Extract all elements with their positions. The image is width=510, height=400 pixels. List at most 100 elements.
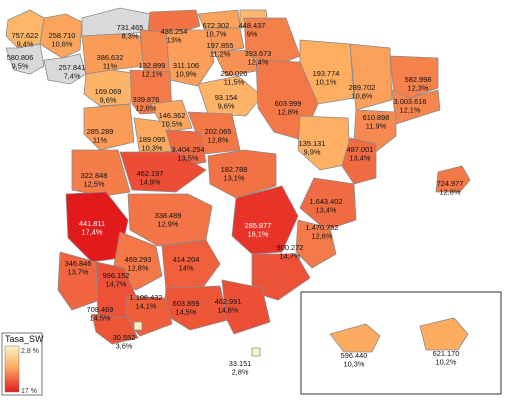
province-rate-label: 14% [179, 264, 194, 273]
province-value-label: 169.069 [95, 87, 122, 96]
province-rate-label: 14,7% [280, 252, 301, 261]
province-rate-label: 12,8% [440, 188, 461, 197]
province-value-label: 189.095 [139, 135, 166, 144]
province-rate-label: 11,9% [366, 122, 387, 131]
province-rate-label: 12,8% [278, 108, 299, 117]
province-rate-label: 14,7% [106, 280, 127, 289]
legend-max-label: 17 % [21, 388, 37, 395]
province-rate-label: 3,6% [116, 342, 133, 351]
province-las-palmas [329, 323, 381, 353]
province-rate-label: 10,2% [436, 358, 457, 367]
province-value-label: 448.437 [239, 21, 266, 30]
province-rate-label: 12,9% [158, 220, 179, 229]
province-rate-label: 11% [103, 62, 118, 71]
province-soria [197, 75, 263, 117]
province-huelva [57, 251, 101, 311]
province-rate-label: 7,4% [64, 72, 81, 81]
province-rate-label: 12,8% [208, 136, 229, 145]
province-rate-label: 11% [93, 136, 108, 145]
province-rate-label: 8,3% [122, 32, 139, 41]
province-value-label: 285.289 [87, 127, 114, 136]
province-toledo [119, 151, 207, 193]
legend-color-ramp [4, 345, 20, 393]
province-melilla [251, 347, 261, 357]
province-rate-label: 12,6% [312, 232, 333, 241]
province-rate-label: 13,5% [178, 154, 199, 163]
province-pontevedra [5, 43, 45, 75]
province-value-label: 386.632 [97, 53, 124, 62]
legend: Tasa_SW 2,8 % 17 % [1, 332, 44, 396]
province-rate-label: 12,1% [400, 106, 421, 115]
province-rate-label: 14,8% [218, 306, 239, 315]
province-rate-label: 14,5% [176, 308, 197, 317]
province-shapes [5, 7, 471, 357]
province-rate-label: 12,1% [142, 70, 163, 79]
province-value-label: 462.991 [215, 297, 242, 306]
province-rate-label: 16,1% [248, 230, 269, 239]
province-value-label: 708.469 [87, 305, 114, 314]
province-value-label: 1.643.402 [310, 197, 343, 206]
province-value-label: 93.154 [215, 93, 238, 102]
province-value-label: 146.362 [159, 111, 186, 120]
province-value-label: 289.702 [349, 83, 376, 92]
province-value-label: 582.998 [405, 75, 432, 84]
province-value-label: 414.204 [173, 255, 200, 264]
province-rate-label: 12,3% [408, 84, 429, 93]
province-rate-label: 13,1% [224, 174, 245, 183]
province-value-label: 724.977 [437, 179, 464, 188]
province-rate-label: 2,8% [232, 368, 249, 377]
province-value-label: 132.899 [139, 61, 166, 70]
province-value-label: 487.001 [347, 145, 374, 154]
province-value-label: 3.404.254 [172, 145, 205, 154]
province-rate-label: 9,6% [100, 96, 117, 105]
province-value-label: 996.152 [103, 271, 130, 280]
canary-islands-inset-frame [300, 291, 502, 395]
province-rate-label: 13% [167, 36, 182, 45]
province-value-label: 33.151 [229, 359, 252, 368]
province-value-label: 258.710 [49, 31, 76, 40]
province-caceres [71, 149, 131, 197]
province-value-label: 900.272 [277, 243, 304, 252]
province-rate-label: 9,6% [218, 102, 235, 111]
province-lleida [349, 43, 393, 111]
province-rate-label: 14,9% [140, 178, 161, 187]
province-value-label: 469.293 [125, 255, 152, 264]
province-rate-label: 11,2% [210, 50, 231, 59]
province-value-label: 339.876 [133, 95, 160, 104]
province-rate-label: 9% [247, 30, 258, 39]
province-santa-cruz-tenerife [419, 317, 469, 351]
province-value-label: 182.788 [221, 165, 248, 174]
province-value-label: 621.170 [433, 349, 460, 358]
province-value-label: 193.774 [313, 69, 340, 78]
province-girona [389, 55, 439, 99]
province-rate-label: 10,3% [142, 144, 163, 153]
province-cuenca [207, 149, 277, 199]
province-value-label: 393.673 [245, 49, 272, 58]
province-rate-label: 12,8% [128, 264, 149, 273]
province-rate-label: 17,4% [82, 228, 103, 237]
province-almeria [221, 279, 271, 335]
province-value-label: 346.846 [65, 259, 92, 268]
province-value-label: 250.026 [221, 69, 248, 78]
province-castellon [341, 137, 377, 185]
province-value-label: 257.841 [59, 63, 86, 72]
province-cadiz [91, 313, 139, 345]
province-value-label: 441.811 [79, 219, 105, 228]
province-value-label: 197.855 [207, 41, 234, 50]
legend-title: Tasa_SW [5, 334, 44, 344]
province-teruel [297, 115, 351, 171]
province-value-label: 3.003.616 [394, 97, 427, 106]
province-value-label: 322.848 [81, 171, 108, 180]
province-rate-label: 9,9% [304, 148, 321, 157]
province-rate-label: 10,8% [352, 92, 373, 101]
province-value-label: 30.552 [113, 333, 136, 342]
province-rate-label: 10,6% [52, 40, 73, 49]
province-rate-label: 10,9% [176, 70, 197, 79]
province-rate-label: 9,5% [12, 62, 29, 71]
province-ceuta [133, 321, 143, 331]
province-value-label: 285.877 [245, 221, 272, 230]
province-rate-label: 10,7% [206, 30, 227, 39]
province-value-label: 1.106.432 [130, 293, 163, 302]
